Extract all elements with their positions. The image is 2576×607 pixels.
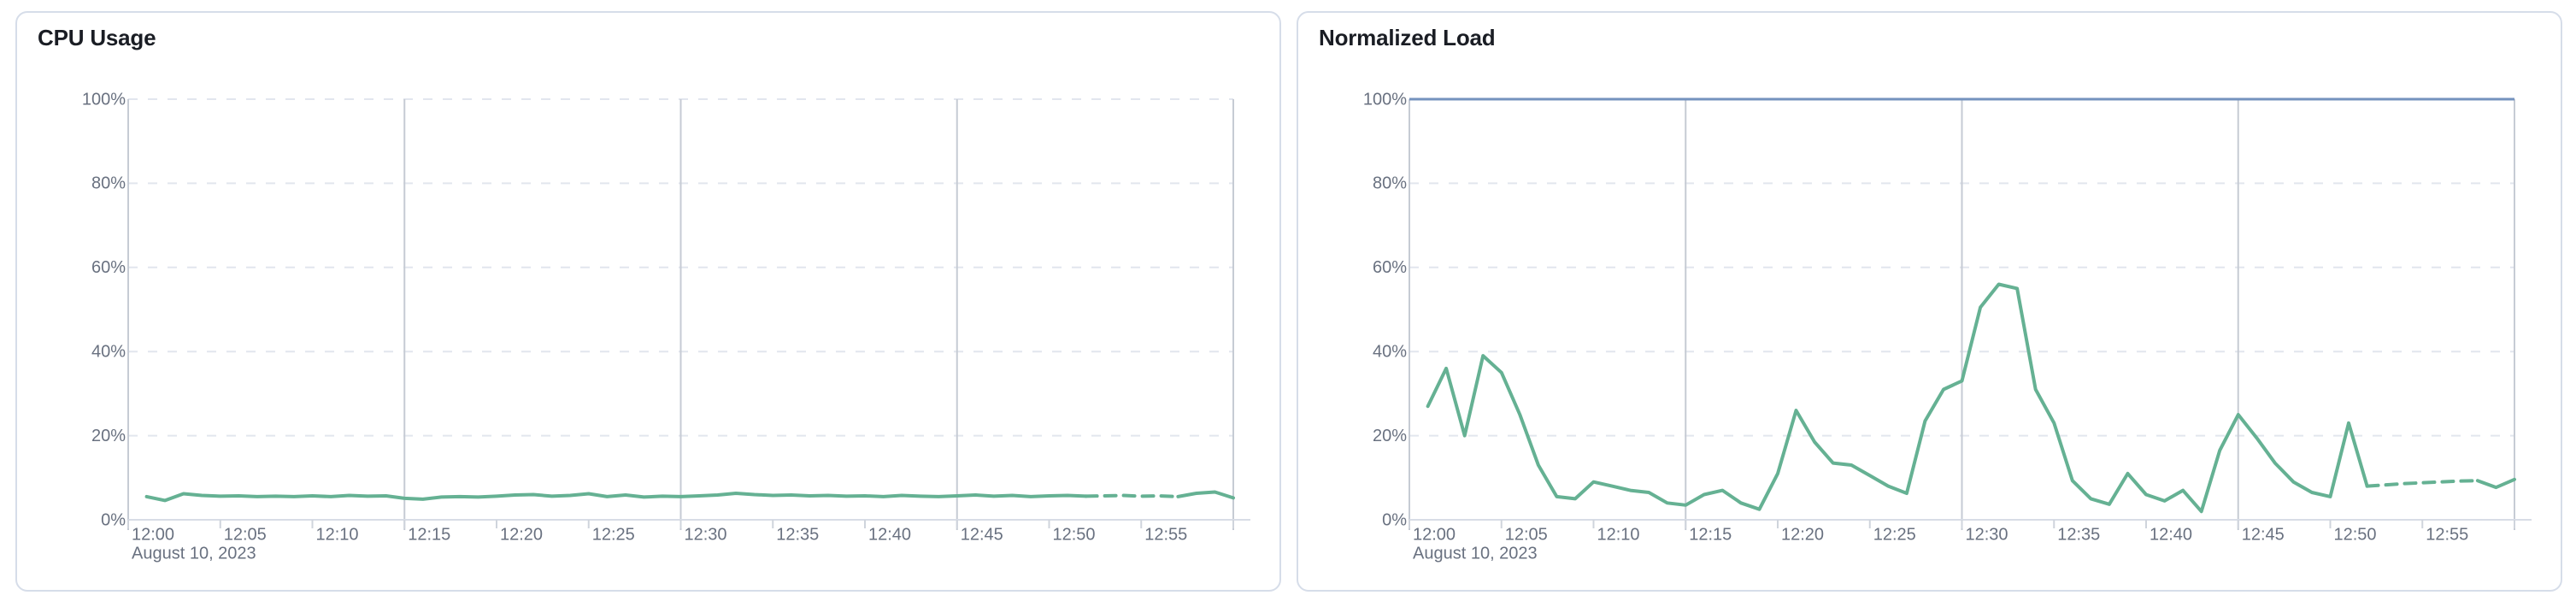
y-axis-label: 40% — [1373, 342, 1407, 361]
y-axis-label: 80% — [91, 174, 126, 193]
x-axis-label: 12:40 — [868, 526, 911, 545]
x-axis-date-label: August 10, 2023 — [1413, 545, 1538, 563]
x-axis-label: 12:30 — [1966, 526, 2008, 545]
y-axis-label: 60% — [1373, 258, 1407, 277]
x-axis-label: 12:45 — [2242, 526, 2285, 545]
x-axis-label: 12:20 — [1781, 526, 1824, 545]
x-axis-ticks — [127, 520, 1234, 528]
x-axis-label: 12:55 — [2426, 526, 2468, 545]
x-axis-labels: 12:00 12:05 12:10 12:15 12:20 12:25 12:30 12:35… — [132, 526, 1187, 563]
x-axis-label: 12:10 — [316, 526, 359, 545]
y-axis-label: 60% — [91, 258, 126, 277]
y-axis-label: 20% — [91, 427, 126, 445]
x-axis-label: 12:30 — [685, 526, 727, 545]
x-axis-label: 12:45 — [961, 526, 1003, 545]
x-axis-label: 12:40 — [2150, 526, 2192, 545]
normalized-load-panel: Normalized Load 0% 20% 40% 60% 80% 100% 12:00 1… — [1297, 11, 2562, 592]
cpu-usage-panel: CPU Usage 0% 20% 40% 60% 80% 100% 12:00 12:05 12… — [15, 11, 1281, 592]
y-axis-label: 20% — [1373, 427, 1407, 445]
x-axis-label: 12:00 — [1413, 526, 1456, 545]
y-axis-label: 100% — [82, 90, 126, 109]
x-axis-label: 12:50 — [2334, 526, 2377, 545]
x-axis-label: 12:25 — [1873, 526, 1916, 545]
y-axis-label: 0% — [101, 510, 126, 529]
x-axis-label: 12:20 — [500, 526, 543, 545]
vertical-gridlines — [1409, 99, 2515, 530]
x-axis-label: 12:05 — [224, 526, 267, 545]
x-axis-label: 12:15 — [1689, 526, 1732, 545]
x-axis-date-label: August 10, 2023 — [132, 545, 256, 563]
series-line-dashed-forecast — [2365, 479, 2479, 488]
y-axis-label: 0% — [1382, 510, 1407, 529]
x-axis-label: 12:50 — [1053, 526, 1096, 545]
normalized-load-chart[interactable]: 0%20%40%60%80%100%12:00 12:05 12:10 12:15 12… — [1298, 13, 2561, 590]
x-axis-label: 12:35 — [2057, 526, 2100, 545]
x-axis-label: 12:00 — [132, 526, 174, 545]
series-line-dashed-forecast — [1084, 493, 1180, 498]
series-cpu-usage — [144, 490, 1235, 503]
x-axis-label: 12:05 — [1505, 526, 1548, 545]
y-axis-labels: 0% 20% 40% 60% 80% 100% — [1363, 90, 1407, 529]
x-axis-label: 12:15 — [408, 526, 450, 545]
series-line-solid-tail — [1176, 490, 1235, 500]
y-axis-labels: 0% 20% 40% 60% 80% 100% — [82, 90, 126, 529]
y-axis-label: 80% — [1373, 174, 1407, 193]
x-axis-label: 12:25 — [592, 526, 635, 545]
x-axis-label: 12:10 — [1597, 526, 1640, 545]
chart-title: CPU Usage — [38, 25, 156, 50]
x-axis-ticks — [1409, 520, 2515, 528]
chart-title: Normalized Load — [1319, 25, 1496, 50]
cpu-usage-chart[interactable]: 0%20%40%60%80%100%12:00 12:05 12:10 12:15 12… — [17, 13, 1279, 590]
vertical-gridlines — [127, 99, 1234, 530]
x-axis-label: 12:55 — [1144, 526, 1187, 545]
series-line-solid-tail — [2475, 477, 2516, 490]
x-axis-labels: 12:00 12:05 12:10 12:15 12:20 12:25 12:30 12:35… — [1413, 526, 2468, 563]
series-normalized-load — [1426, 282, 2516, 514]
x-axis-label: 12:35 — [776, 526, 819, 545]
y-axis-label: 100% — [1363, 90, 1407, 109]
y-axis-label: 40% — [91, 342, 126, 361]
series-line-solid — [1426, 282, 2369, 514]
series-line-solid — [144, 492, 1088, 503]
